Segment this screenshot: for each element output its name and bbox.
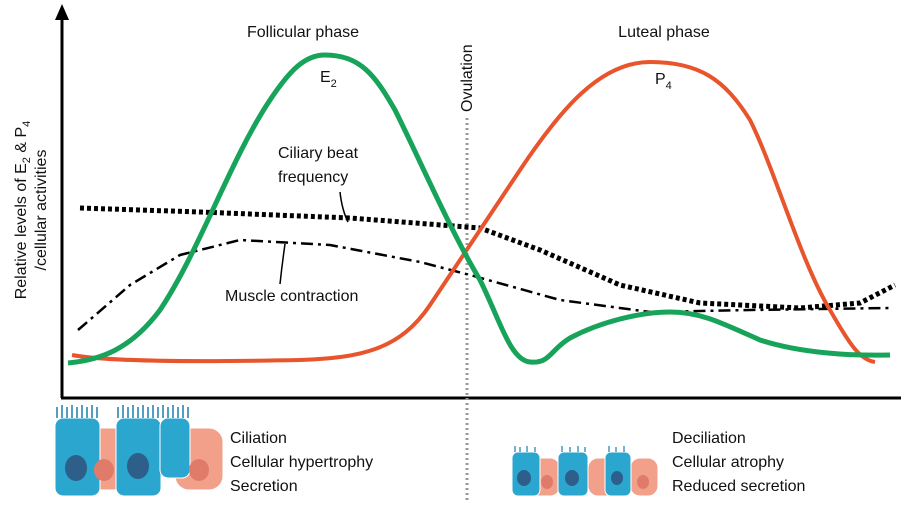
right-cell-label: Deciliation [672,430,746,447]
y-label-sub: 4 [21,121,33,127]
ciliary-label-1: Ciliary beat [278,145,359,162]
y-label-line2: /cellular activities [33,150,50,271]
e2-base: E [320,69,331,86]
page: {"diagram": { "phases": {"follicular": "… [0,0,901,505]
y-axis-arrow [55,4,69,20]
diagram: Follicular phase Luteal phase Ovulation … [0,0,901,500]
ovulation-label: Ovulation [459,44,476,112]
e2-label: E2 [320,69,337,90]
muscle-label: Muscle contraction [225,288,358,305]
p4-label: P4 [655,71,672,92]
y-label-part: Relative levels of E [13,163,30,299]
right-cell-label: Cellular atrophy [672,454,784,471]
atrophic-cells [512,446,658,496]
y-label-line1: Relative levels of E2 & P4 [13,121,33,300]
left-cell-label: Cellular hypertrophy [230,454,373,471]
e2-curve [68,55,890,363]
p4-sub: 4 [666,80,672,92]
muscle-leader [280,244,285,284]
left-cell-label: Ciliation [230,430,287,447]
p4-base: P [655,71,666,88]
luteal-label: Luteal phase [618,24,710,41]
left-cell-label: Secretion [230,478,298,495]
right-cell-label: Reduced secretion [672,478,805,495]
y-axis-label: Relative levels of E2 & P4 /cellular act… [13,121,50,300]
hypertrophic-cells [55,405,223,496]
ciliary-label-2: frequency [278,169,348,186]
e2-sub: 2 [331,78,337,90]
y-label-part: & P [13,127,30,157]
follicular-label: Follicular phase [247,24,359,41]
